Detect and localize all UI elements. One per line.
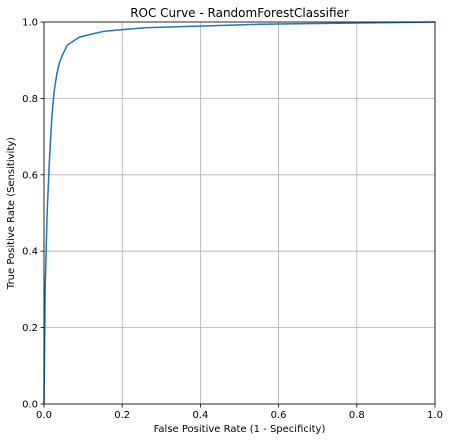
y-tick-label: 0.0 <box>22 400 38 411</box>
x-tick-label: 0.2 <box>114 410 130 421</box>
chart-title: ROC Curve - RandomForestClassifier <box>130 6 349 20</box>
y-tick-label: 0.8 <box>22 94 38 105</box>
y-axis-label: True Positive Rate (Sensitivity) <box>6 137 17 290</box>
x-tick-label: 0.6 <box>271 410 287 421</box>
x-tick-label: 0.0 <box>36 410 52 421</box>
grid-lines <box>43 21 436 405</box>
x-tick-label: 1.0 <box>427 410 443 421</box>
y-axis-ticks: 0.0 0.2 0.4 0.6 0.8 1.0 <box>22 18 44 411</box>
y-tick-label: 0.6 <box>22 170 38 181</box>
plot-frame <box>43 21 436 405</box>
y-tick-label: 1.0 <box>22 18 38 29</box>
y-tick-label: 0.2 <box>22 323 38 334</box>
roc-curve-line <box>43 21 436 405</box>
series-group <box>43 21 436 405</box>
y-tick-label: 0.4 <box>22 247 38 258</box>
x-tick-label: 0.4 <box>192 410 208 421</box>
plot-area-background <box>44 22 435 404</box>
x-axis-ticks: 0.0 0.2 0.4 0.6 0.8 1.0 <box>36 404 443 421</box>
x-tick-label: 0.8 <box>349 410 365 421</box>
x-axis-label: False Positive Rate (1 - Specificity) <box>154 424 326 435</box>
